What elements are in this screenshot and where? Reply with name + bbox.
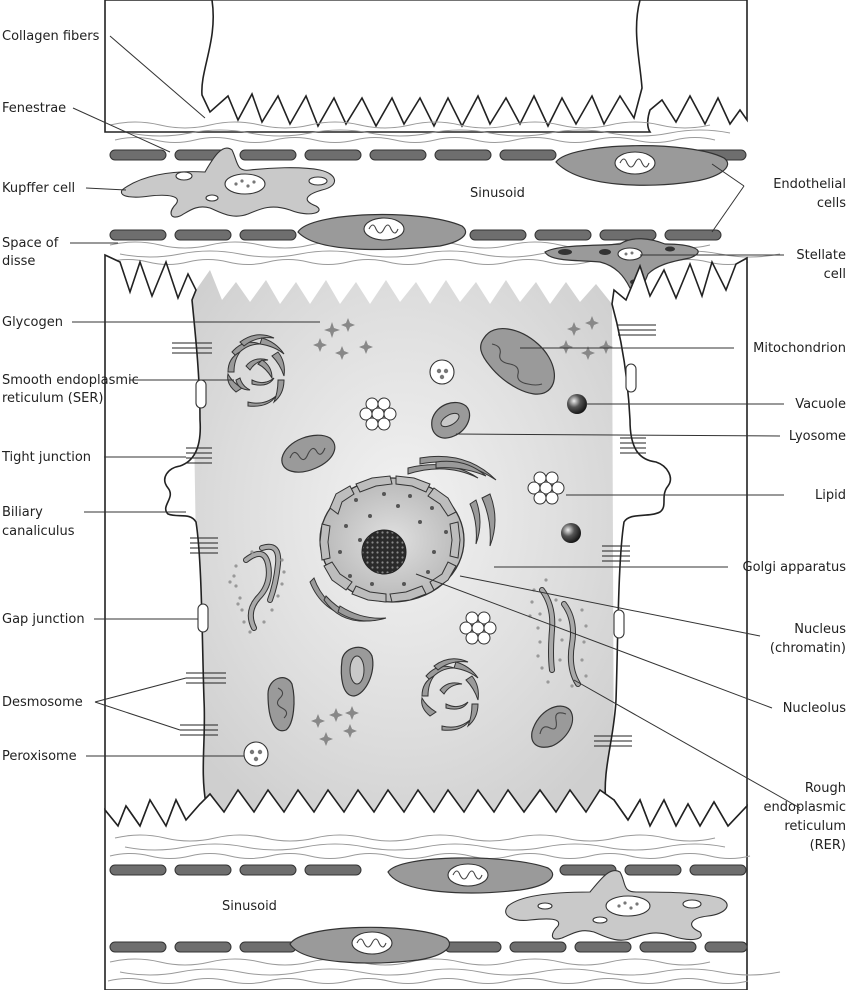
nucleus <box>319 475 465 603</box>
junction-marks <box>172 324 656 747</box>
leader-rer <box>573 679 801 809</box>
label-space-of-disse-line2: disse <box>2 254 35 269</box>
label-ser-line1: Smooth endoplasmic <box>2 373 139 388</box>
leader-lyosome <box>455 433 781 437</box>
label-stellate-line2: cell <box>824 267 846 282</box>
label-glycogen: Glycogen <box>2 315 63 330</box>
lysosome <box>431 401 471 439</box>
mitochondrion-lower-left <box>267 677 295 732</box>
smooth-er-lower <box>421 658 479 731</box>
leader-desmosome-upper <box>94 677 187 703</box>
label-desmosome: Desmosome <box>2 695 83 710</box>
leader-fenestrae <box>72 107 171 153</box>
vacuoles <box>561 394 587 543</box>
mitochondrion-left <box>281 434 336 473</box>
endothelial-cell-bottom-upper <box>387 857 554 894</box>
mitochondrion-lower-middle <box>340 646 374 697</box>
label-fenestrae: Fenestrae <box>2 101 66 116</box>
label-rer-line4: (RER) <box>810 838 846 853</box>
label-peroxisome: Peroxisome <box>2 749 77 764</box>
endothelial-dashes-bottom <box>109 864 748 953</box>
leader-desmosome-lower <box>94 701 181 731</box>
right-cell-boundary <box>604 256 748 828</box>
label-kupffer-cell: Kupffer cell <box>2 181 75 196</box>
label-biliary-line1: Biliary <box>2 505 43 520</box>
label-stellate-line1: Stellate <box>796 248 846 263</box>
label-sinusoid-top: Sinusoid <box>470 186 525 201</box>
gap-junction-capsules <box>195 363 637 639</box>
label-ser-line2: reticulum (SER) <box>2 391 103 406</box>
leader-collagen-fibers <box>109 35 206 119</box>
label-sinusoid-bottom: Sinusoid <box>222 899 277 914</box>
label-collagen-fibers: Collagen fibers <box>2 29 100 44</box>
left-cell-boundary <box>104 253 207 828</box>
label-lipid: Lipid <box>815 488 846 503</box>
endothelial-cell-bottom-lower <box>289 926 451 964</box>
label-space-of-disse-line1: Space of <box>2 236 59 251</box>
mitochondrion-lower-right <box>531 705 574 748</box>
label-biliary-line2: canaliculus <box>2 524 75 539</box>
endothelial-dashes-top <box>109 149 747 241</box>
leader-nucleolus <box>415 573 773 709</box>
label-endothelial-line2: cells <box>817 196 846 211</box>
leader-endothelial-lower <box>711 185 745 233</box>
endothelial-cell-top-middle <box>297 213 467 251</box>
label-rer-line3: reticulum <box>784 819 846 834</box>
glycogen-granules <box>311 316 613 746</box>
lipid-clusters <box>359 397 565 645</box>
golgi-apparatus <box>309 455 497 622</box>
label-nucleus-line1: Nucleus <box>794 622 846 637</box>
collagen-fibers-bottom <box>107 834 781 984</box>
label-nucleus-line2: (chromatin) <box>770 641 846 656</box>
rough-er-right <box>528 578 588 688</box>
label-vacuole: Vacuole <box>795 397 846 412</box>
label-mitochondrion: Mitochondrion <box>753 341 846 356</box>
label-endothelial-line1: Endothelial <box>773 177 846 192</box>
labels: Collagen fibers Fenestrae Kupffer cell S… <box>1 29 846 914</box>
leader-nucleus <box>459 575 761 637</box>
top-villi-membrane <box>104 0 748 133</box>
mitochondrion-large <box>480 328 555 395</box>
peroxisomes <box>243 359 455 767</box>
kupffer-cell <box>120 147 336 218</box>
rough-er-left <box>228 543 286 634</box>
leader-kupffer-cell <box>85 187 127 191</box>
stellate-cell <box>544 238 699 292</box>
leader-endothelial-upper <box>711 163 745 187</box>
kupffer-cell-bottom <box>505 870 728 941</box>
label-rer-line2: endoplasmic <box>764 800 846 815</box>
smooth-er <box>227 334 285 407</box>
label-rer-line1: Rough <box>805 781 846 796</box>
label-lyosome: Lyosome <box>789 429 846 444</box>
label-golgi: Golgi apparatus <box>743 560 847 575</box>
label-tight-junction: Tight junction <box>1 450 91 465</box>
label-nucleolus: Nucleolus <box>783 701 847 716</box>
endothelial-cell-top-right <box>555 145 729 186</box>
leader-lines <box>70 35 801 809</box>
label-gap-junction: Gap junction <box>2 612 85 627</box>
